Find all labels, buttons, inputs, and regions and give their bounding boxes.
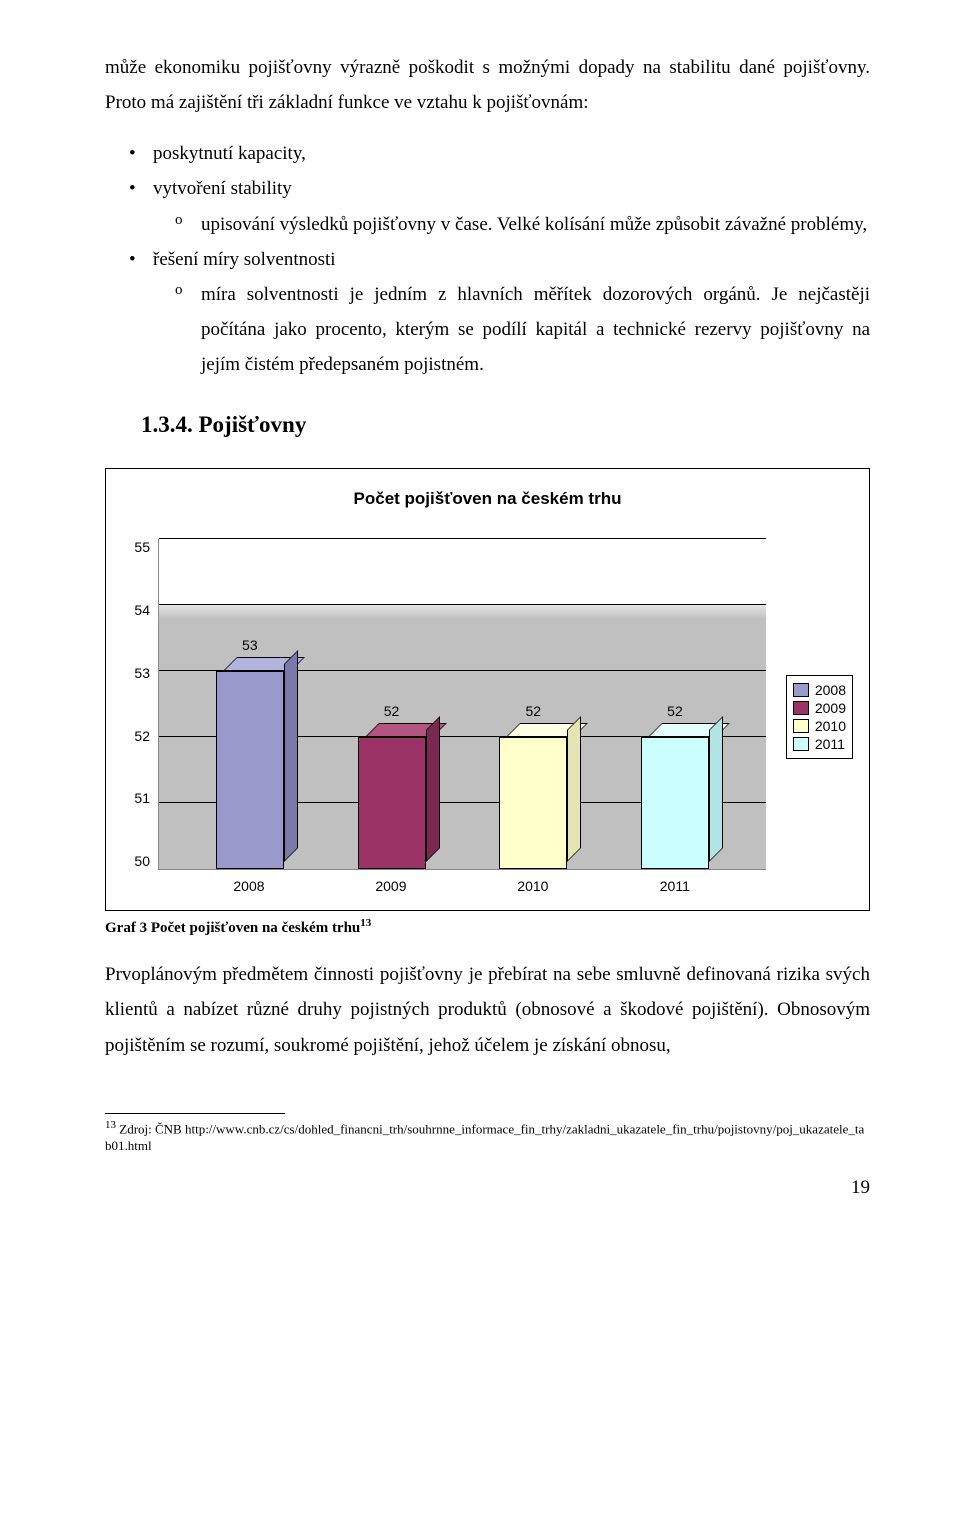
sub-list: upisování výsledků pojišťovny v čase. Ve… — [153, 207, 870, 242]
x-tick-label: 2010 — [499, 878, 567, 894]
bar-side — [284, 650, 298, 862]
footnote-separator — [105, 1113, 285, 1114]
y-tick-label: 51 — [122, 790, 150, 806]
y-tick-label: 53 — [122, 665, 150, 681]
document-page: může ekonomiku pojišťovny výrazně poškod… — [0, 0, 960, 1239]
legend-swatch — [793, 737, 809, 751]
x-tick-label: 2011 — [641, 878, 709, 894]
x-tick-label: 2008 — [215, 878, 283, 894]
bar-value-label: 53 — [242, 637, 258, 653]
bar: 52 — [358, 737, 426, 869]
bar: 52 — [641, 737, 709, 869]
legend-swatch — [793, 701, 809, 715]
y-axis: 55 54 53 52 51 50 — [122, 539, 158, 869]
legend-label: 2010 — [815, 718, 846, 734]
caption-footnote-ref: 13 — [360, 917, 371, 929]
y-tick-label: 52 — [122, 728, 150, 744]
y-tick-label: 55 — [122, 539, 150, 555]
x-axis: 2008 2009 2010 2011 — [158, 870, 766, 894]
y-tick-label: 50 — [122, 853, 150, 869]
list-item: vytvoření stability upisování výsledků p… — [105, 171, 870, 241]
bar: 52 — [499, 737, 567, 869]
intro-paragraph: může ekonomiku pojišťovny výrazně poškod… — [105, 50, 870, 120]
function-list: poskytnutí kapacity, vytvoření stability… — [105, 136, 870, 382]
footnote-number: 13 — [105, 1119, 116, 1131]
plot-wrap: 53 52 52 52 2008 2009 2010 2011 — [158, 539, 766, 894]
chart-caption: Graf 3 Počet pojišťoven na českém trhu13 — [105, 917, 870, 937]
footnote: 13 Zdroj: ČNB http://www.cnb.cz/cs/dohle… — [105, 1118, 870, 1155]
page-number: 19 — [105, 1177, 870, 1199]
bar-side — [567, 716, 581, 862]
legend-label: 2009 — [815, 700, 846, 716]
caption-text: Graf 3 Počet pojišťoven na českém trhu — [105, 920, 360, 936]
legend-item: 2009 — [793, 700, 846, 716]
legend-swatch — [793, 719, 809, 733]
x-tick-label: 2009 — [357, 878, 425, 894]
list-item-label: řešení míry solventnosti — [153, 249, 336, 270]
legend-item: 2008 — [793, 682, 846, 698]
bar: 53 — [216, 671, 284, 869]
list-item: poskytnutí kapacity, — [105, 136, 870, 171]
legend-swatch — [793, 683, 809, 697]
chart-container: Počet pojišťoven na českém trhu 55 54 53 52… — [105, 468, 870, 911]
bar-front — [499, 737, 567, 869]
bar-value-label: 52 — [384, 703, 400, 719]
footnote-text: Zdroj: ČNB http://www.cnb.cz/cs/dohled_f… — [105, 1121, 864, 1153]
plot-area: 53 52 52 52 — [158, 539, 766, 870]
list-item-label: vytvoření stability — [153, 178, 292, 199]
bar-side — [426, 716, 440, 862]
legend-label: 2008 — [815, 682, 846, 698]
legend-item: 2011 — [793, 736, 846, 752]
bar-front — [641, 737, 709, 869]
list-item: řešení míry solventnosti míra solventnos… — [105, 242, 870, 383]
body-paragraph: Prvoplánovým předmětem činnosti pojišťov… — [105, 957, 870, 1062]
legend: 2008 2009 2010 2011 — [786, 675, 853, 759]
bar-value-label: 52 — [525, 703, 541, 719]
bar-value-label: 52 — [667, 703, 683, 719]
bars-group: 53 52 52 52 — [159, 539, 766, 869]
sub-list: míra solventnosti je jedním z hlavních m… — [153, 277, 870, 382]
sub-list-item: upisování výsledků pojišťovny v čase. Ve… — [153, 207, 870, 242]
chart-title: Počet pojišťoven na českém trhu — [122, 489, 853, 509]
bar-front — [216, 671, 284, 869]
section-heading: 1.3.4. Pojišťovny — [141, 412, 870, 438]
legend-label: 2011 — [815, 736, 845, 752]
bar-side — [709, 716, 723, 862]
chart-body: 55 54 53 52 51 50 53 52 52 52 2008 2009 2010 2011 2… — [122, 539, 853, 894]
sub-list-item: míra solventnosti je jedním z hlavních m… — [153, 277, 870, 382]
legend-item: 2010 — [793, 718, 846, 734]
bar-front — [358, 737, 426, 869]
y-tick-label: 54 — [122, 602, 150, 618]
